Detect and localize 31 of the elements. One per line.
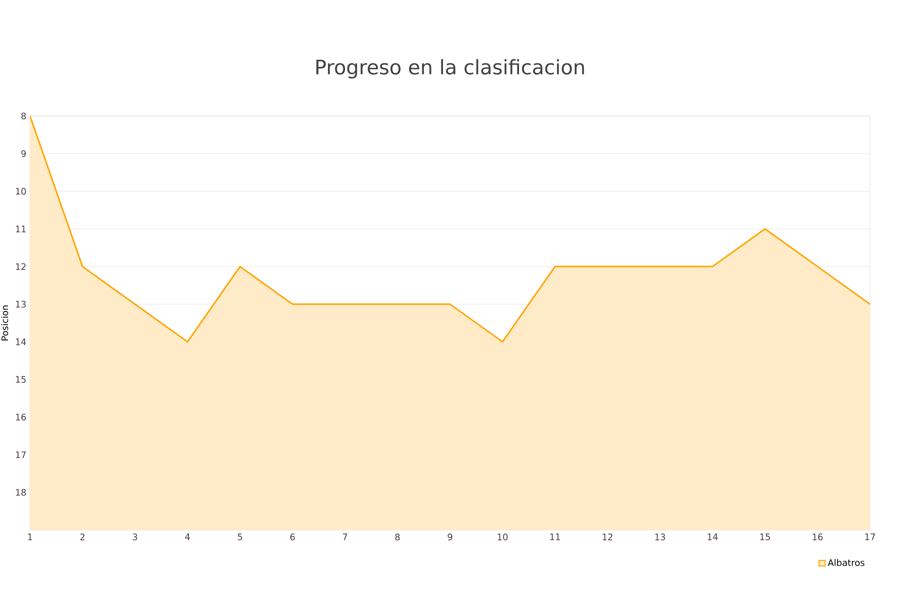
y-tick-label: 9 xyxy=(21,150,26,158)
x-tick-label: 1 xyxy=(28,534,32,540)
y-tick-label: 15 xyxy=(16,376,26,383)
x-tick-label: 11 xyxy=(550,534,560,540)
y-tick-label: 12 xyxy=(16,263,26,270)
x-tick-label: 16 xyxy=(812,534,823,540)
x-tick-label: 7 xyxy=(342,534,348,540)
x-tick-label: 3 xyxy=(132,534,138,540)
y-tick-label: 17 xyxy=(16,451,26,458)
x-tick-label: 5 xyxy=(238,534,242,540)
x-tick-label: 12 xyxy=(602,534,612,540)
y-tick-label: 14 xyxy=(16,338,26,346)
y-tick-label: 11 xyxy=(16,226,26,232)
x-tick-label: 17 xyxy=(865,534,875,540)
x-tick-label: 13 xyxy=(655,534,666,540)
chart-title: Progreso en la clasificacion xyxy=(316,59,584,78)
y-tick-label: 16 xyxy=(16,414,26,420)
y-tick-label: 18 xyxy=(16,488,26,496)
y-tick-label: 8 xyxy=(21,112,26,120)
y-tick-label: 13 xyxy=(16,300,26,308)
x-tick-label: 14 xyxy=(708,534,718,540)
x-tick-label: 8 xyxy=(395,534,400,540)
x-tick-label: 10 xyxy=(498,534,508,540)
x-tick-label: 4 xyxy=(185,534,190,540)
y-tick-label: 10 xyxy=(16,188,26,195)
x-tick-label: 9 xyxy=(448,534,452,540)
x-tick-label: 6 xyxy=(290,534,295,540)
legend-label: Albatros xyxy=(828,559,864,566)
x-tick-label: 15 xyxy=(760,534,770,540)
y-axis-title: Posicion xyxy=(1,306,8,340)
x-tick-label: 2 xyxy=(80,534,84,540)
